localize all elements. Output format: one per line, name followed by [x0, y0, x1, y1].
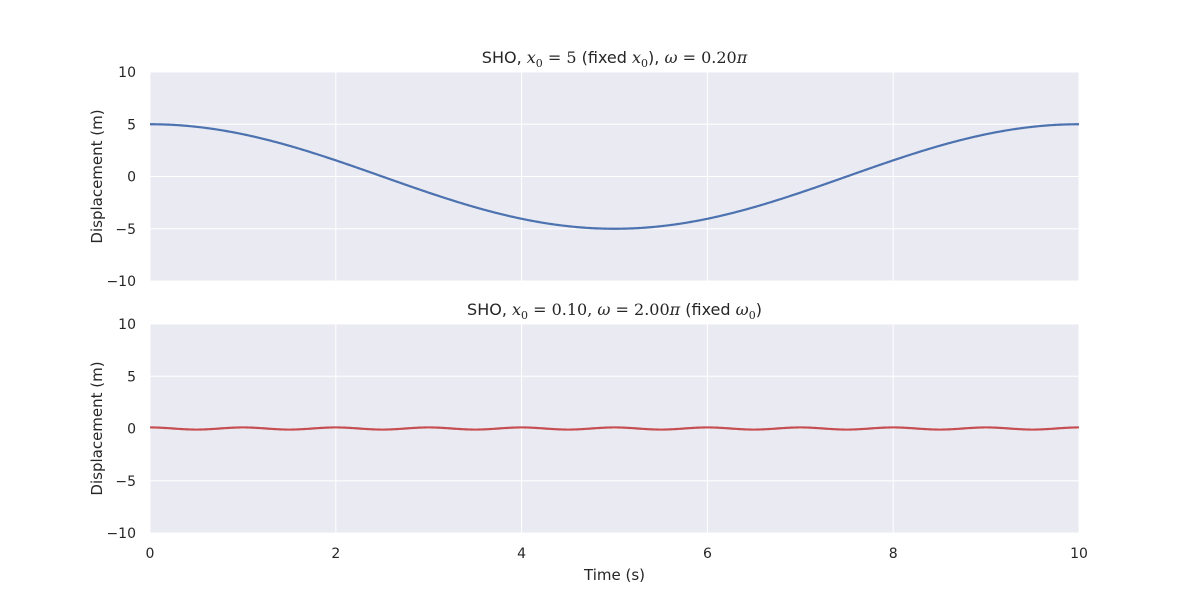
- y-tick-label: −10: [106, 274, 136, 290]
- x-tick-label: 0: [146, 546, 155, 562]
- series-line-1: [150, 123, 1079, 230]
- y-tick-label: 10: [118, 65, 136, 81]
- x-tick-label: 6: [703, 546, 712, 562]
- x-tick-label: 2: [331, 546, 340, 562]
- y-tick-label: 5: [127, 369, 136, 385]
- x-tick-label: 4: [517, 546, 526, 562]
- x-axis-label: Time (s): [583, 566, 645, 584]
- y-axis-label: Displacement (m): [88, 109, 106, 243]
- y-tick-label: −10: [106, 526, 136, 542]
- y-tick-label: 0: [127, 422, 136, 438]
- y-tick-label: 0: [127, 170, 136, 186]
- y-tick-label: 5: [127, 117, 136, 133]
- y-tick-label: −5: [115, 474, 136, 490]
- x-tick-label: 10: [1070, 546, 1088, 562]
- x-tick-label: 8: [889, 546, 898, 562]
- chart-title: SHO, x0 = 5 (fixed x0), ω = 0.20π: [482, 48, 748, 70]
- y-tick-label: 10: [118, 317, 136, 333]
- series-line-1: [149, 426, 1080, 431]
- y-axis-label: Displacement (m): [88, 361, 106, 495]
- chart-title: SHO, x0 = 0.10, ω = 2.00π (fixed ω0): [467, 300, 762, 322]
- panel-1: −10 −5 0 5 10 Displacement (m) SHO, x0 = 5 (fi…: [88, 48, 1080, 290]
- y-tick-label: −5: [115, 222, 136, 238]
- panel-2: −10 −5 0 5 10 0 2 4 6 8 10 Displacement (m) Time (s)…: [88, 300, 1088, 584]
